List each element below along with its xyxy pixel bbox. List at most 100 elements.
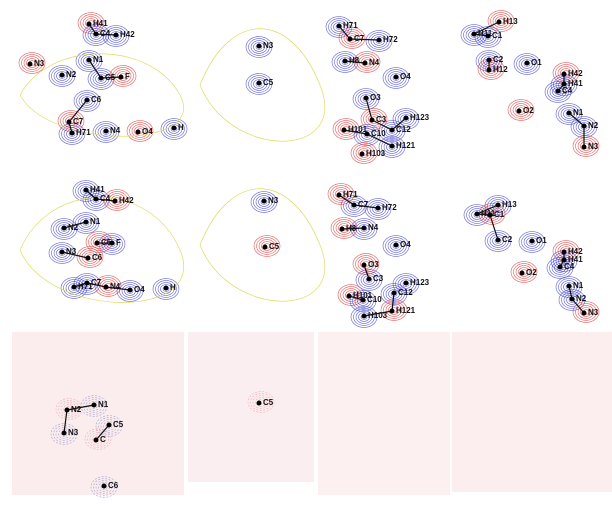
atom-label: N3 [268,196,279,205]
atom-label: N2 [588,121,599,130]
atom-label: O3 [368,260,379,269]
atom [525,61,530,66]
atom-label: C12 [396,125,411,134]
atom [85,281,90,286]
atom-label: N1 [573,281,584,290]
atom [110,241,115,246]
atom-label: H [178,123,184,132]
atom [343,59,348,64]
atom [520,271,525,276]
atom-label: C7 [358,200,369,209]
atom-label: C4 [100,194,111,203]
atom-label: H42 [120,30,135,39]
atom-label: N3 [263,41,274,50]
atom [70,131,75,136]
atom [257,401,262,406]
atom-label: H71 [343,190,358,199]
atom [348,37,353,42]
atom-label: C3 [373,274,384,283]
atom-label: O1 [531,58,542,67]
atom [404,281,409,286]
atom [337,193,342,198]
atom-label: N1 [573,108,584,117]
atom-label: C4 [562,86,573,95]
atom-label: C7 [91,278,102,287]
atom [360,152,365,157]
atom [367,277,372,282]
atom [361,298,366,303]
atom-label: O4 [134,285,145,294]
atom [136,130,141,135]
atom [94,32,99,37]
atom [87,22,92,27]
atom-label: N2 [68,223,79,232]
atom-label: C1 [492,31,503,40]
atom-label: C5 [105,73,116,82]
atom-label: H [170,283,176,292]
atom-label: O4 [400,240,411,249]
atom [352,203,357,208]
atom-label: N1 [93,55,104,64]
atom-label: H72 [382,203,397,212]
atom [340,227,345,232]
atom-label: H41 [93,19,108,28]
atom [487,68,492,73]
atom-label: N1 [98,400,109,409]
figure: H41C4H42N3N1C5FN2C6C7H71N4O4HN3C5H71C7H7… [0,0,612,519]
atom-label: N2 [576,294,587,303]
atom [558,265,563,270]
atom [567,284,572,289]
atom [94,197,99,202]
atom [84,188,89,193]
atom [582,311,587,316]
atom-label: C4 [100,29,111,38]
atom [342,128,347,133]
atom [104,129,109,134]
atom [164,286,169,291]
atom-label: H12 [493,65,508,74]
atom-label: C [100,435,106,444]
atom [95,241,100,246]
atom [128,288,133,293]
atom [62,226,67,231]
atom [556,89,561,94]
atom [363,61,368,66]
atom-label: N3 [588,142,599,151]
atom-label: H41 [90,185,105,194]
row3-backgrounds [12,332,612,495]
atom-label: H71 [343,21,358,30]
atom-label: C5 [263,78,274,87]
atom [392,291,397,296]
atom [104,285,109,290]
atom [362,226,367,231]
atom-label: N3 [34,59,45,68]
atom-label: H101 [348,125,368,134]
atom [394,243,399,248]
atom-label: N3 [66,247,77,256]
atom [362,314,367,319]
atom-label: N2 [66,70,77,79]
atom-label: C6 [92,253,103,262]
atom-label: C10 [371,129,386,138]
atom [390,144,395,149]
atom [60,73,65,78]
atom [390,309,395,314]
atom [570,297,575,302]
atom-label: C1 [494,210,505,219]
atom [102,484,107,489]
atom [257,81,262,86]
atom-label: H123 [410,113,430,122]
atom [60,250,65,255]
atom [567,111,572,116]
atom-label: O4 [400,72,411,81]
atom [487,58,492,63]
atom-label: N4 [110,126,121,135]
atom [390,128,395,133]
atom-label: N4 [368,223,379,232]
atom-label: O4 [142,127,153,136]
atom [370,118,375,123]
atom-label: H103 [368,311,388,320]
atom [28,62,33,67]
atom [517,109,522,114]
atom [67,120,72,125]
